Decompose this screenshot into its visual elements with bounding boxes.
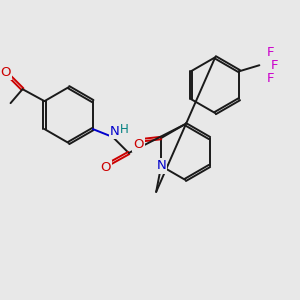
Text: N: N (110, 124, 120, 138)
Text: F: F (267, 46, 274, 59)
Text: O: O (100, 161, 111, 174)
Text: H: H (120, 123, 129, 136)
Text: F: F (271, 59, 278, 72)
Text: O: O (133, 137, 143, 151)
Text: N: N (156, 160, 166, 172)
Text: O: O (0, 66, 11, 79)
Text: F: F (267, 72, 274, 85)
